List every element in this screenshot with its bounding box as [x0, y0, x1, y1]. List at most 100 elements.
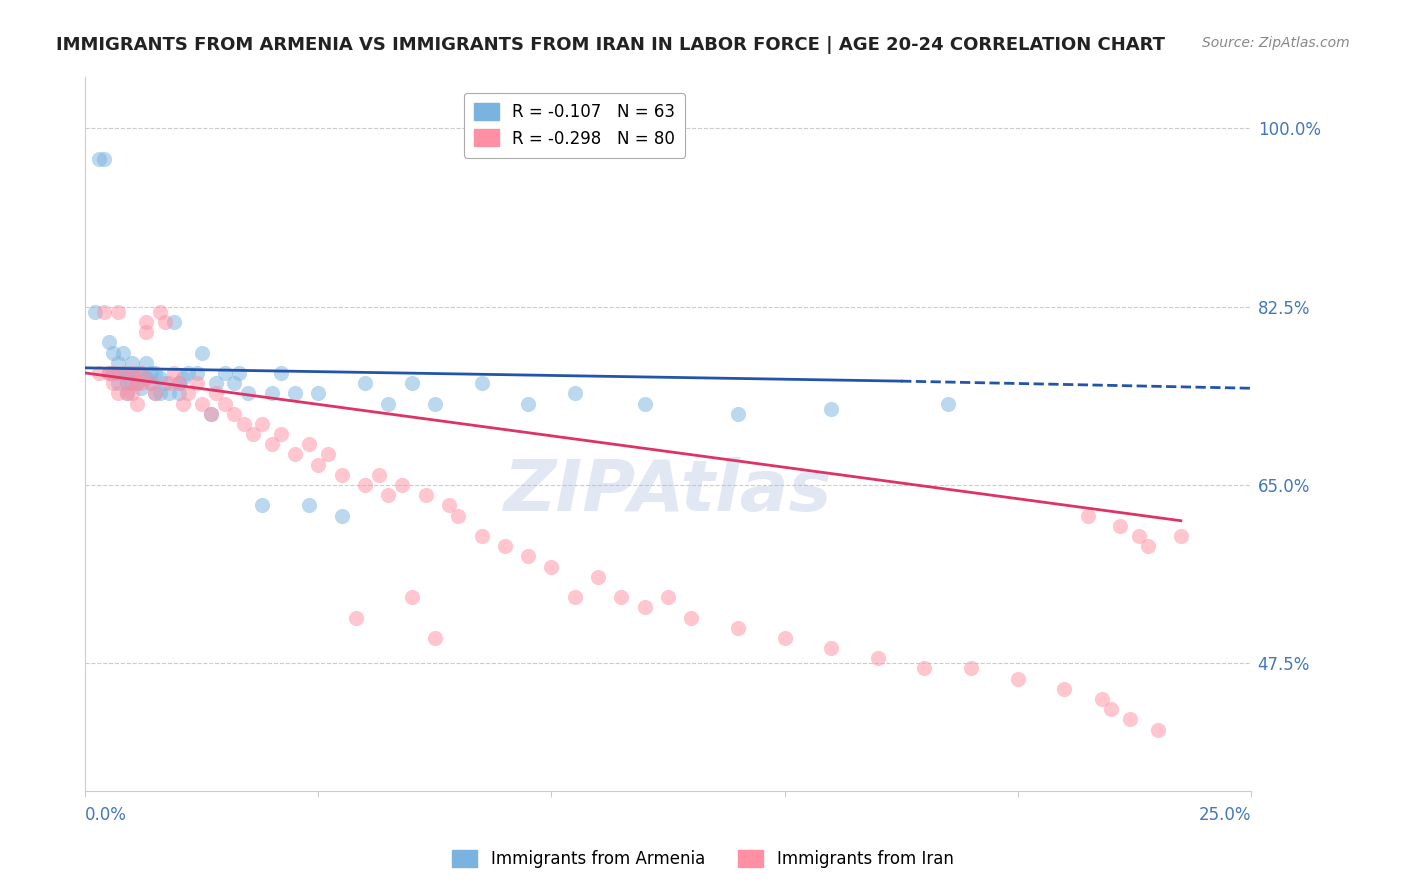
Point [135, 371, 157, 385]
Point [1118, 713, 1140, 727]
Point [866, 651, 889, 665]
Point [205, 376, 228, 391]
Legend: R = -0.107   N = 63, R = -0.298   N = 80: R = -0.107 N = 63, R = -0.298 N = 80 [464, 93, 686, 158]
Point [423, 631, 446, 645]
Point [1099, 702, 1122, 716]
Point [135, 315, 157, 329]
Point [129, 366, 152, 380]
Point [298, 499, 321, 513]
Point [153, 315, 176, 329]
Point [135, 356, 157, 370]
Point [121, 356, 143, 370]
Point [727, 407, 749, 421]
Point [224, 407, 246, 421]
Point [129, 381, 152, 395]
Point [564, 386, 586, 401]
Point [200, 407, 222, 421]
Point [177, 366, 200, 380]
Text: Source: ZipAtlas.com: Source: ZipAtlas.com [1202, 36, 1350, 50]
Point [1090, 692, 1112, 706]
Point [354, 376, 377, 391]
Point [149, 371, 172, 385]
Point [586, 570, 609, 584]
Point [344, 610, 367, 624]
Point [177, 386, 200, 401]
Point [214, 366, 236, 380]
Point [163, 366, 186, 380]
Point [960, 661, 983, 675]
Point [97, 366, 120, 380]
Point [186, 366, 208, 380]
Point [228, 366, 250, 380]
Point [260, 386, 283, 401]
Point [1170, 529, 1192, 543]
Point [377, 396, 399, 410]
Point [107, 386, 129, 401]
Point [415, 488, 437, 502]
Point [307, 458, 329, 472]
Point [820, 641, 842, 656]
Point [540, 559, 562, 574]
Point [610, 590, 633, 604]
Point [97, 335, 120, 350]
Point [401, 590, 423, 604]
Point [820, 401, 842, 416]
Point [1077, 508, 1099, 523]
Point [107, 366, 129, 380]
Point [238, 386, 260, 401]
Point [391, 478, 413, 492]
Point [121, 376, 143, 391]
Point [284, 386, 307, 401]
Point [205, 386, 228, 401]
Point [1007, 672, 1029, 686]
Point [89, 152, 111, 166]
Point [330, 467, 353, 482]
Point [200, 407, 222, 421]
Point [191, 345, 214, 359]
Point [93, 152, 115, 166]
Point [727, 621, 749, 635]
Point [447, 508, 470, 523]
Point [354, 478, 377, 492]
Point [330, 508, 353, 523]
Point [97, 366, 120, 380]
Point [1053, 681, 1076, 696]
Point [103, 366, 125, 380]
Point [470, 376, 492, 391]
Point [107, 376, 129, 391]
Point [149, 305, 172, 319]
Point [167, 376, 190, 391]
Point [125, 376, 148, 391]
Point [93, 305, 115, 319]
Point [634, 396, 657, 410]
Point [1128, 529, 1150, 543]
Point [129, 366, 152, 380]
Point [157, 386, 180, 401]
Point [172, 371, 194, 385]
Point [121, 366, 143, 380]
Point [634, 600, 657, 615]
Point [316, 448, 339, 462]
Point [149, 386, 172, 401]
Point [242, 427, 264, 442]
Point [135, 325, 157, 339]
Point [125, 376, 148, 391]
Point [111, 366, 134, 380]
Point [214, 396, 236, 410]
Text: ZIPAtlas: ZIPAtlas [503, 457, 832, 525]
Point [224, 376, 246, 391]
Point [167, 376, 190, 391]
Point [139, 366, 162, 380]
Point [163, 315, 186, 329]
Point [252, 499, 274, 513]
Point [111, 366, 134, 380]
Point [107, 305, 129, 319]
Point [103, 366, 125, 380]
Point [139, 376, 162, 391]
Point [260, 437, 283, 451]
Point [125, 396, 148, 410]
Point [139, 376, 162, 391]
Point [117, 386, 139, 401]
Text: IMMIGRANTS FROM ARMENIA VS IMMIGRANTS FROM IRAN IN LABOR FORCE | AGE 20-24 CORRE: IMMIGRANTS FROM ARMENIA VS IMMIGRANTS FR… [56, 36, 1166, 54]
Text: 25.0%: 25.0% [1198, 806, 1251, 824]
